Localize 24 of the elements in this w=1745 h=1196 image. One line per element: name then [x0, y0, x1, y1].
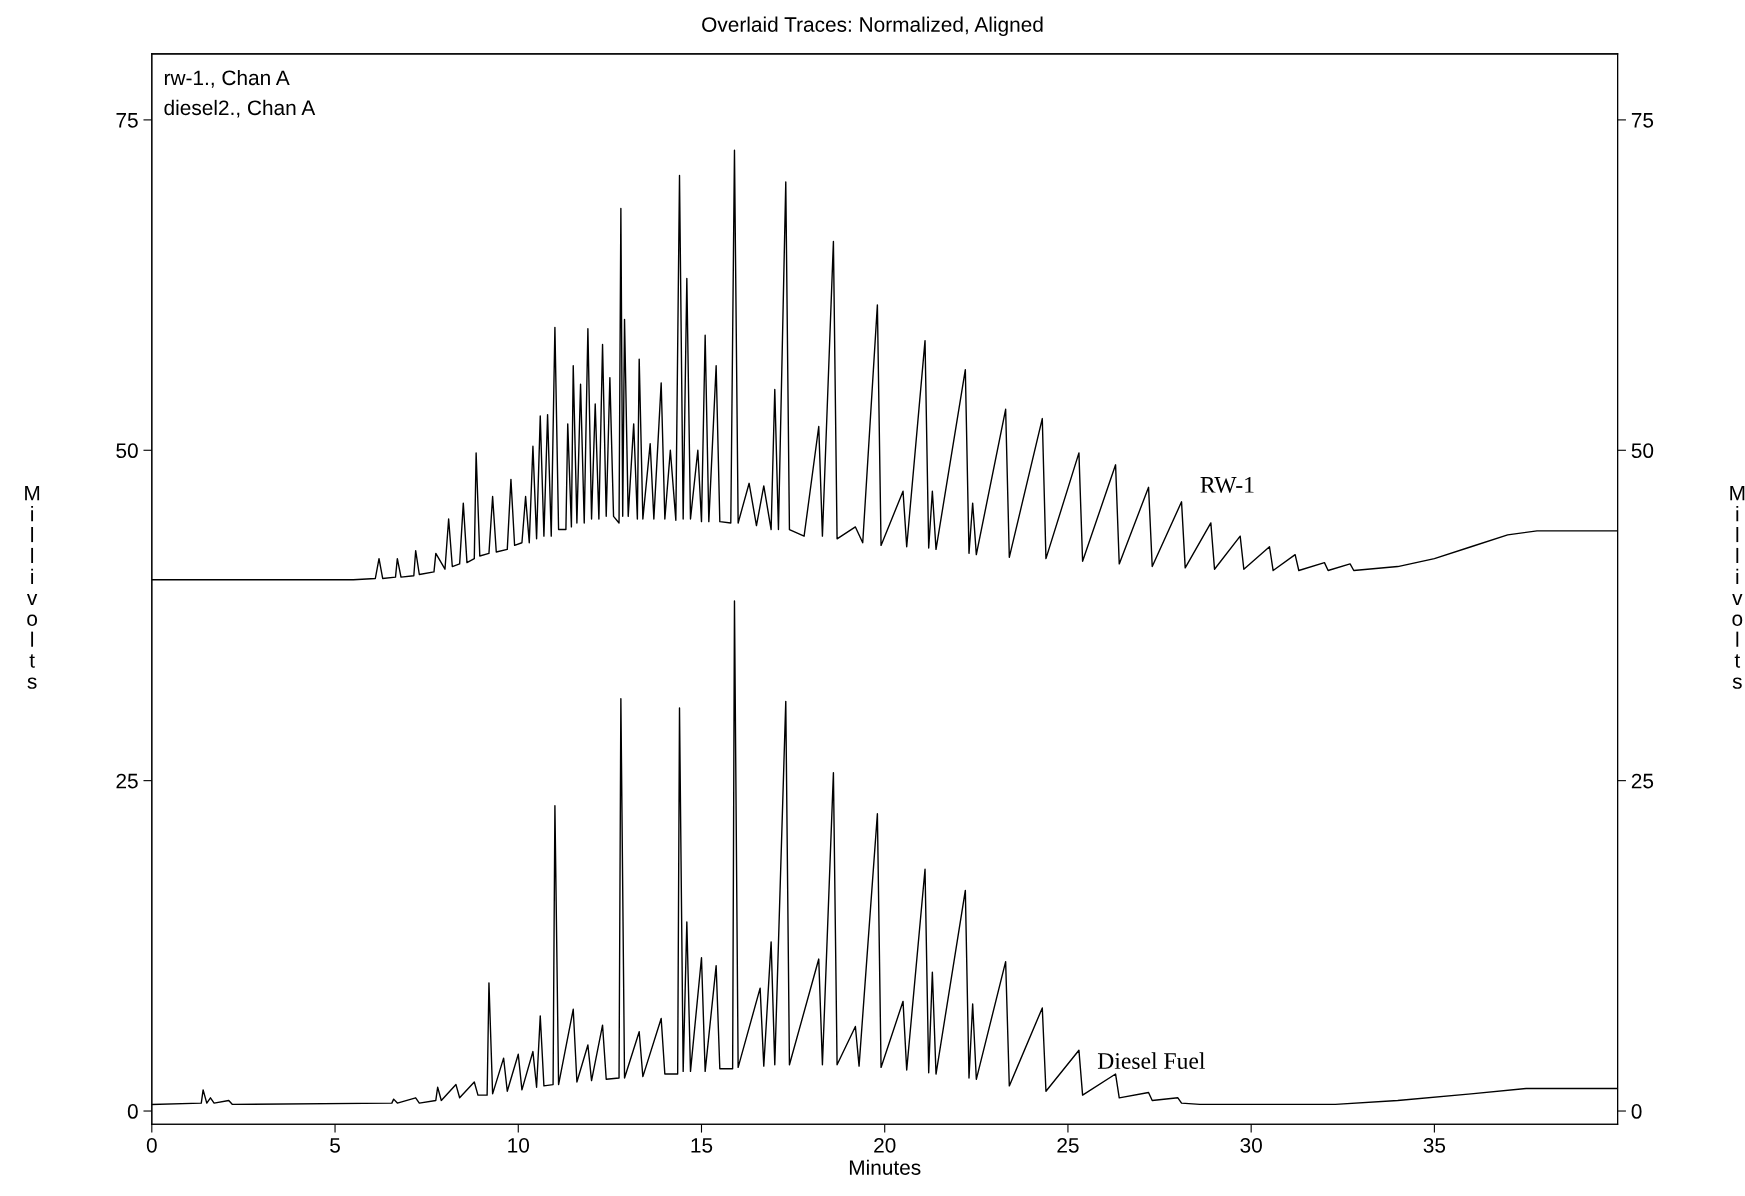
y2-tick-label: 75: [1631, 113, 1654, 128]
chart-title: Overlaid Traces: Normalized, Aligned: [702, 16, 1043, 37]
x-tick-label: 20: [874, 1137, 896, 1153]
series-label: Diesel Fuel: [1097, 1052, 1205, 1069]
y2-tick-label: 0: [1631, 1104, 1642, 1119]
x-axis-title: Minutes: [849, 1159, 921, 1175]
y-tick-label: 75: [116, 113, 138, 128]
x-tick-label: 30: [1240, 1137, 1262, 1153]
y-tick-label: 25: [116, 773, 138, 789]
text: Millivolts: [1730, 485, 1745, 689]
y2-tick-label: 25: [1631, 773, 1654, 789]
x-tick-label: 25: [1057, 1137, 1079, 1153]
y-tick-label: 0: [127, 1104, 138, 1119]
annotation: rw-1., Chan A: [164, 69, 290, 88]
x-tick-label: 10: [508, 1137, 530, 1153]
x-tick-label: 35: [1423, 1137, 1446, 1153]
series-label: RW-1: [1200, 476, 1254, 493]
text: Millivolts: [25, 485, 40, 689]
x-tick-label: 0: [146, 1137, 157, 1153]
x-tick-label: 5: [330, 1138, 340, 1153]
y-tick-label: 50: [116, 443, 138, 459]
x-tick-label: 15: [691, 1138, 713, 1153]
annotation: diesel2., Chan A: [164, 99, 316, 118]
y2-tick-label: 50: [1631, 443, 1654, 459]
